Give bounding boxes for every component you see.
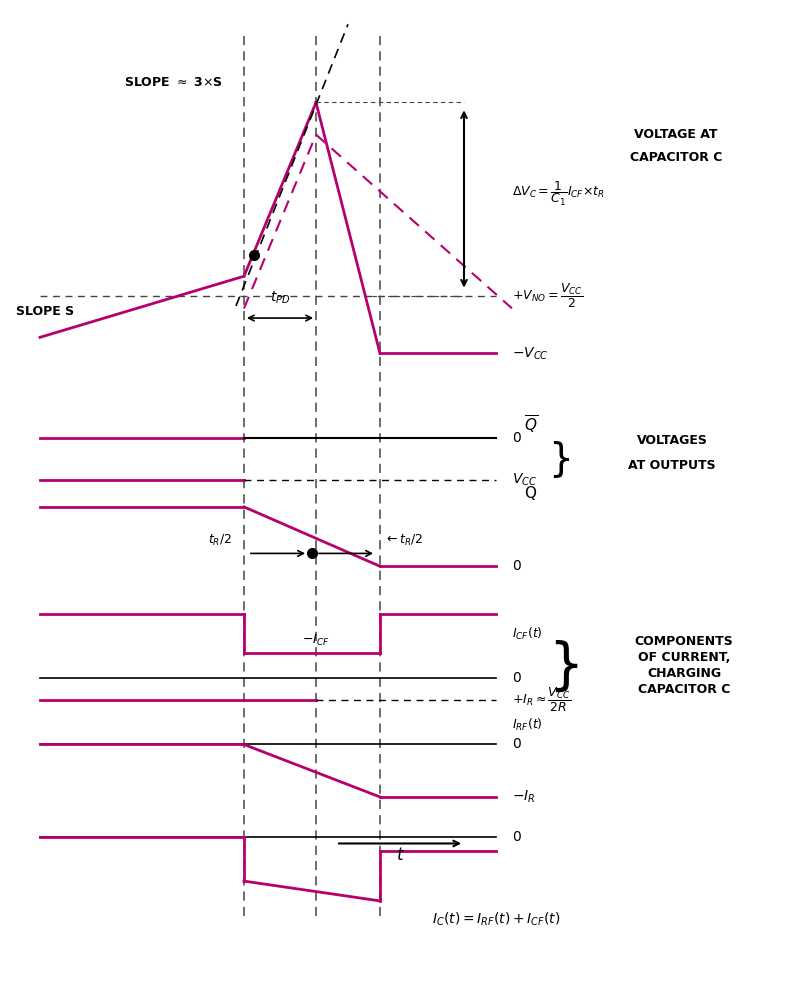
Text: $+I_R \approx \dfrac{V_{CC}}{2R}$: $+I_R \approx \dfrac{V_{CC}}{2R}$ <box>512 686 571 714</box>
Text: VOLTAGES: VOLTAGES <box>637 434 707 447</box>
Text: $I_C(t) = I_{RF}(t) + I_{CF}(t)$: $I_C(t) = I_{RF}(t) + I_{CF}(t)$ <box>432 911 560 929</box>
Text: OF CURRENT,: OF CURRENT, <box>638 650 730 664</box>
Text: 0: 0 <box>512 431 521 445</box>
Text: $t_{PD}$: $t_{PD}$ <box>270 290 290 306</box>
Text: $+V_{NO} = \dfrac{V_{CC}}{2}$: $+V_{NO} = \dfrac{V_{CC}}{2}$ <box>512 281 583 310</box>
Text: CAPACITOR C: CAPACITOR C <box>638 682 730 696</box>
Text: $t$: $t$ <box>396 846 405 864</box>
Text: VOLTAGE AT: VOLTAGE AT <box>634 128 718 142</box>
Text: $I_{RF}(t)$: $I_{RF}(t)$ <box>512 717 542 733</box>
Text: $-I_{CF}$: $-I_{CF}$ <box>302 634 330 648</box>
Text: CAPACITOR C: CAPACITOR C <box>630 150 722 163</box>
Text: $\overline{Q}$: $\overline{Q}$ <box>524 414 538 436</box>
Text: 0: 0 <box>512 738 521 751</box>
Text: COMPONENTS: COMPONENTS <box>634 635 734 648</box>
Text: Q: Q <box>524 485 536 501</box>
Text: 0: 0 <box>512 830 521 843</box>
Text: $-I_R$: $-I_R$ <box>512 789 535 805</box>
Text: SLOPE S: SLOPE S <box>16 305 74 318</box>
Text: $I_{CF}(t)$: $I_{CF}(t)$ <box>512 626 542 642</box>
Text: CHARGING: CHARGING <box>647 666 721 680</box>
Text: $-V_{CC}$: $-V_{CC}$ <box>512 346 549 361</box>
Text: $\leftarrow t_R/2$: $\leftarrow t_R/2$ <box>384 534 423 548</box>
Text: }: } <box>548 440 573 478</box>
Text: $V_{CC}$: $V_{CC}$ <box>512 472 537 488</box>
Text: AT OUTPUTS: AT OUTPUTS <box>628 458 716 472</box>
Text: 0: 0 <box>512 559 521 573</box>
Text: 0: 0 <box>512 671 521 685</box>
Text: $\Delta V_C = \dfrac{1}{C_1} I_{CF}{\times}t_R$: $\Delta V_C = \dfrac{1}{C_1} I_{CF}{\tim… <box>512 180 605 208</box>
Text: SLOPE $\approx$ 3$\times$S: SLOPE $\approx$ 3$\times$S <box>124 76 222 89</box>
Text: }: } <box>548 640 583 694</box>
Text: $t_R/2$: $t_R/2$ <box>208 534 232 548</box>
